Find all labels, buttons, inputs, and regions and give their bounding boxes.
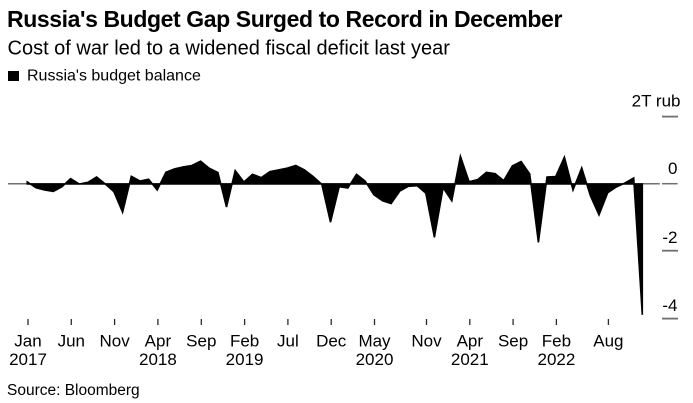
svg-text:2018: 2018 (139, 350, 177, 369)
svg-text:Jun: Jun (58, 332, 85, 351)
svg-text:2019: 2019 (226, 350, 264, 369)
svg-text:-4: -4 (662, 296, 677, 315)
svg-text:-2: -2 (662, 228, 677, 247)
svg-text:Dec: Dec (316, 332, 347, 351)
svg-text:2022: 2022 (537, 350, 575, 369)
svg-text:Sep: Sep (498, 332, 528, 351)
svg-text:Aug: Aug (593, 332, 623, 351)
svg-text:2T rub: 2T rub (632, 91, 681, 110)
svg-text:Apr: Apr (457, 332, 484, 351)
svg-text:May: May (358, 332, 391, 351)
svg-text:Jul: Jul (277, 332, 299, 351)
svg-text:Feb: Feb (230, 332, 259, 351)
svg-text:Feb: Feb (542, 332, 571, 351)
svg-text:0: 0 (668, 159, 677, 178)
svg-text:Nov: Nov (411, 332, 442, 351)
svg-text:Russia's budget balance: Russia's budget balance (27, 68, 201, 85)
svg-text:2017: 2017 (9, 350, 47, 369)
svg-text:Jan: Jan (14, 332, 41, 351)
svg-text:Nov: Nov (99, 332, 130, 351)
svg-text:Sep: Sep (186, 332, 216, 351)
svg-text:Russia's Budget Gap Surged to: Russia's Budget Gap Surged to Record in … (7, 6, 562, 32)
svg-text:2021: 2021 (451, 350, 489, 369)
svg-text:Source: Bloomberg: Source: Bloomberg (7, 382, 140, 399)
svg-text:2020: 2020 (356, 350, 394, 369)
svg-text:Apr: Apr (145, 332, 172, 351)
svg-text:Cost of war led to a widened f: Cost of war led to a widened fiscal defi… (8, 38, 451, 60)
